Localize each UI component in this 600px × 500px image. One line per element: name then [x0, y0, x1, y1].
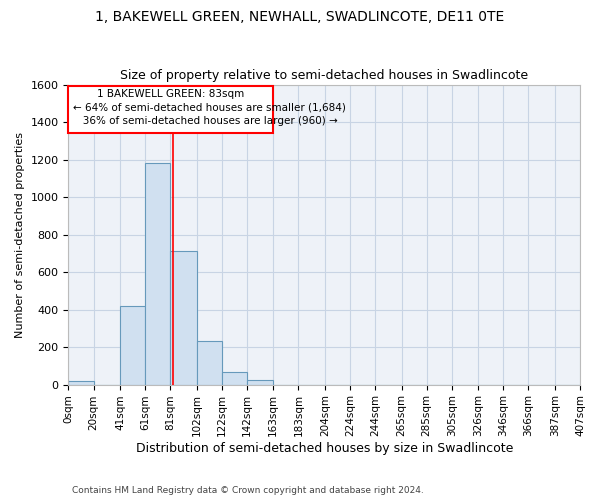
Bar [170, 252, 197, 384]
Title: Size of property relative to semi-detached houses in Swadlincote: Size of property relative to semi-detach… [120, 69, 528, 82]
Bar [145, 164, 170, 384]
Bar [120, 306, 145, 384]
Text: ← 64% of semi-detached houses are smaller (1,684): ← 64% of semi-detached houses are smalle… [73, 102, 346, 113]
X-axis label: Distribution of semi-detached houses by size in Swadlincote: Distribution of semi-detached houses by … [136, 442, 513, 455]
Bar [68, 86, 273, 134]
Bar [197, 342, 222, 384]
Bar [247, 380, 273, 384]
Text: 1, BAKEWELL GREEN, NEWHALL, SWADLINCOTE, DE11 0TE: 1, BAKEWELL GREEN, NEWHALL, SWADLINCOTE,… [95, 10, 505, 24]
Bar [68, 381, 94, 384]
Text: Contains HM Land Registry data © Crown copyright and database right 2024.: Contains HM Land Registry data © Crown c… [72, 486, 424, 495]
Text: 1 BAKEWELL GREEN: 83sqm: 1 BAKEWELL GREEN: 83sqm [97, 89, 244, 99]
Bar [222, 372, 247, 384]
Y-axis label: Number of semi-detached properties: Number of semi-detached properties [15, 132, 25, 338]
Text: 36% of semi-detached houses are larger (960) →: 36% of semi-detached houses are larger (… [73, 116, 338, 126]
